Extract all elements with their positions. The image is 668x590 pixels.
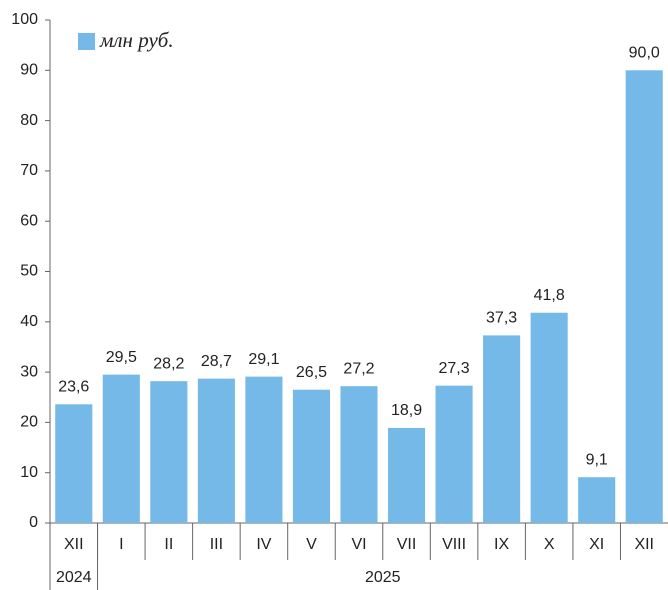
legend-text: млн руб. <box>99 28 174 52</box>
x-tick-label: XII <box>64 536 84 553</box>
bar <box>55 404 93 523</box>
x-tick-label: IX <box>494 536 509 553</box>
bar <box>197 378 235 523</box>
bar <box>150 381 188 523</box>
value-label: 41,8 <box>534 287 565 304</box>
value-label: 90,0 <box>629 45 660 62</box>
y-tick-label: 20 <box>20 414 38 431</box>
y-tick-label: 50 <box>20 263 38 280</box>
bar <box>292 389 331 523</box>
x-tick-label: I <box>119 536 123 553</box>
x-tick-label: II <box>164 536 173 553</box>
y-tick-label: 30 <box>20 363 38 380</box>
y-tick-label: 10 <box>20 464 38 481</box>
value-label: 37,3 <box>486 310 517 327</box>
y-tick-label: 80 <box>20 112 38 129</box>
bar <box>387 427 426 523</box>
bar <box>435 385 473 523</box>
x-tick-label: X <box>544 536 555 553</box>
bar <box>340 386 378 523</box>
bar <box>578 477 616 523</box>
x-tick-label: VI <box>351 536 366 553</box>
bar <box>625 70 663 524</box>
group-label: 2025 <box>365 569 401 586</box>
x-tick-label: XI <box>589 536 604 553</box>
bar <box>245 376 283 523</box>
value-label: 9,1 <box>586 451 608 468</box>
x-tick-label: XII <box>634 536 654 553</box>
x-tick-label: V <box>306 536 317 553</box>
y-tick-label: 40 <box>20 313 38 330</box>
x-tick-label: VIII <box>442 536 466 553</box>
value-label: 28,7 <box>201 353 232 370</box>
y-tick-label: 0 <box>29 514 38 531</box>
bar <box>530 312 568 523</box>
value-label: 29,1 <box>248 351 279 368</box>
value-label: 26,5 <box>296 364 327 381</box>
value-label: 29,5 <box>106 349 137 366</box>
legend-swatch <box>78 33 95 50</box>
value-label: 27,2 <box>343 360 374 377</box>
y-tick-label: 100 <box>11 11 38 28</box>
value-label: 28,2 <box>153 355 184 372</box>
x-tick-label: VII <box>397 536 417 553</box>
group-label: 2024 <box>56 569 92 586</box>
bar <box>102 374 140 523</box>
x-tick-label: III <box>210 536 223 553</box>
value-label: 18,9 <box>391 402 422 419</box>
x-tick-label: IV <box>256 536 271 553</box>
value-label: 23,6 <box>58 379 89 396</box>
y-tick-label: 90 <box>20 62 38 79</box>
value-label: 27,3 <box>439 360 470 377</box>
y-tick-label: 60 <box>20 212 38 229</box>
bar <box>483 335 521 523</box>
y-tick-label: 70 <box>20 162 38 179</box>
